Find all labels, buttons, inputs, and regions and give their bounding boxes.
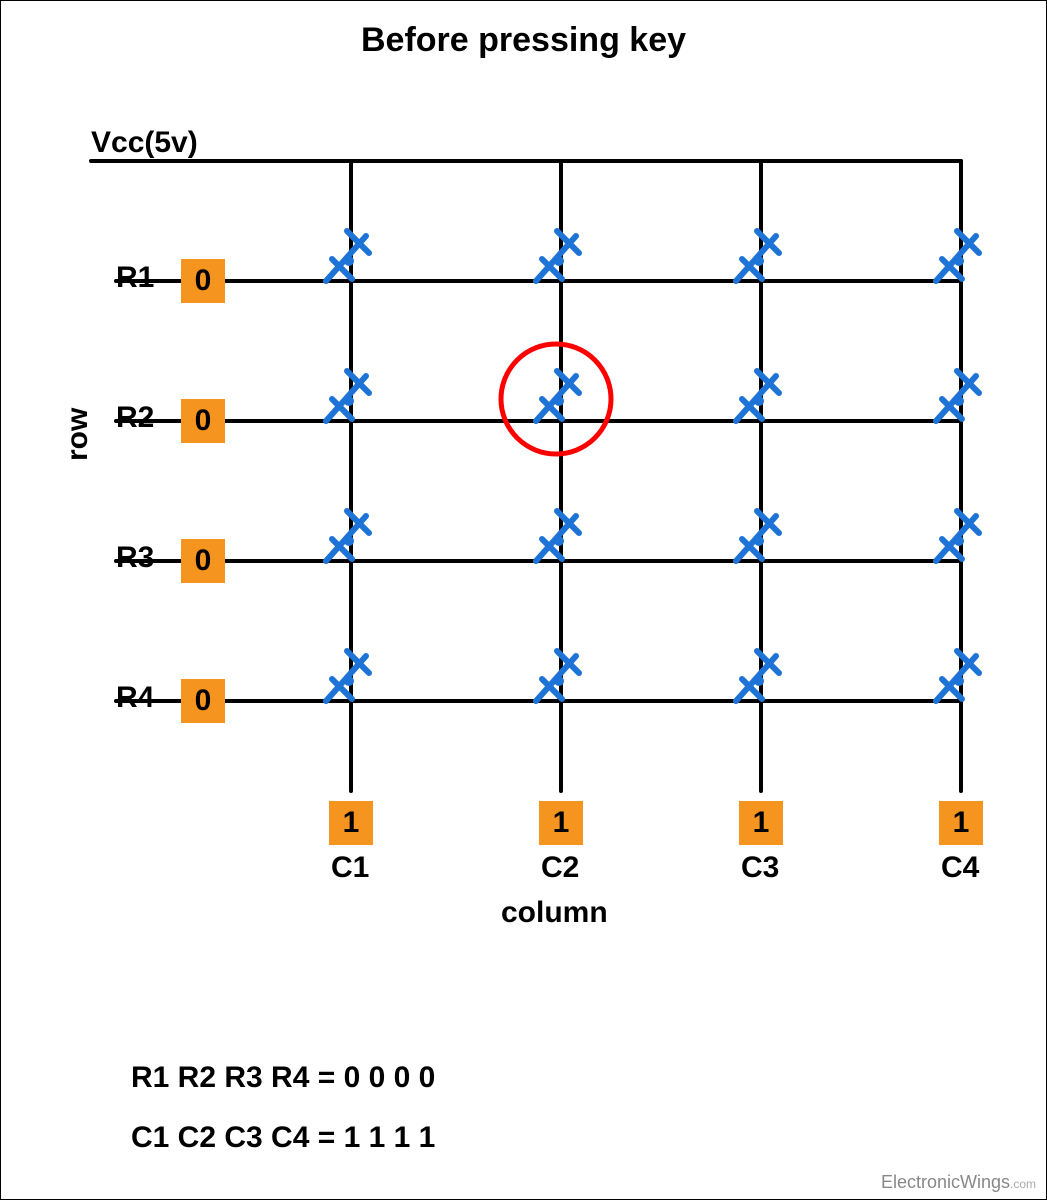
row-label-r3: R3 (116, 541, 154, 575)
col-badge-c2: 1 (539, 801, 583, 845)
row-label-r2: R2 (116, 401, 154, 435)
status-cols: C1 C2 C3 C4 = 1 1 1 1 (131, 1121, 435, 1155)
col-badge-c4: 1 (939, 801, 983, 845)
status-rows: R1 R2 R3 R4 = 0 0 0 0 (131, 1061, 435, 1095)
column-axis-label: column (501, 896, 608, 930)
col-label-c2: C2 (541, 851, 579, 885)
watermark-suffix: .com (1010, 1177, 1036, 1191)
watermark: ElectronicWings.com (881, 1172, 1036, 1193)
watermark-name: ElectronicWings (881, 1172, 1010, 1192)
row-badge-r1: 0 (181, 259, 225, 303)
col-badge-c1: 1 (329, 801, 373, 845)
diagram-container: Before pressing key Vcc(5v) row column R… (0, 0, 1047, 1200)
col-label-c1: C1 (331, 851, 369, 885)
row-badge-r2: 0 (181, 399, 225, 443)
row-badge-r3: 0 (181, 539, 225, 583)
col-label-c3: C3 (741, 851, 779, 885)
row-badge-r4: 0 (181, 679, 225, 723)
vcc-label: Vcc(5v) (91, 126, 198, 160)
col-label-c4: C4 (941, 851, 979, 885)
row-label-r1: R1 (116, 261, 154, 295)
row-axis-label: row (61, 408, 95, 461)
circuit-svg (1, 1, 1047, 1201)
col-badge-c3: 1 (739, 801, 783, 845)
row-label-r4: R4 (116, 681, 154, 715)
